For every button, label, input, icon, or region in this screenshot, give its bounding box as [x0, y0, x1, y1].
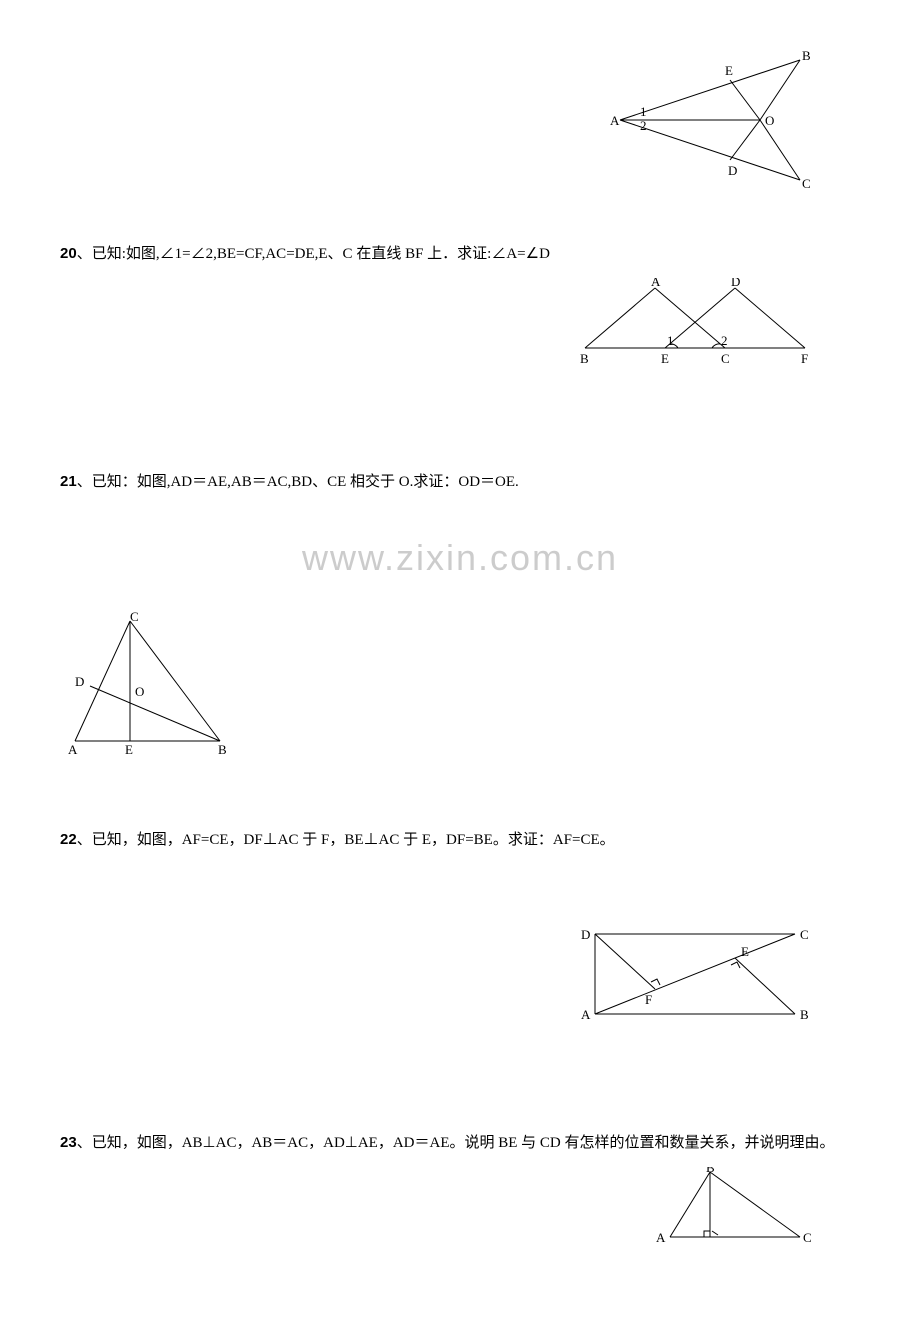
problem-statement: 已知：如图,AD＝AE,AB＝AC,BD、CE 相交于 O.求证：OD＝OE.	[92, 474, 519, 490]
problem-statement: 已知，如图，AF=CE，DF⊥AC 于 F，BE⊥AC 于 E，DF=BE。求证…	[92, 832, 615, 848]
geometry-svg-21: A B E C D O	[60, 611, 240, 756]
figure-23: A B C	[650, 1167, 820, 1257]
label-O: O	[135, 684, 144, 699]
problem-statement: 已知:如图,∠1=∠2,BE=CF,AC=DE,E、C 在直线 BF 上．求证:…	[92, 246, 550, 262]
problem-22-text: 22、已知，如图，AF=CE，DF⊥AC 于 F，BE⊥AC 于 E，DF=BE…	[60, 826, 860, 854]
label-C: C	[803, 1230, 812, 1245]
label-C: C	[802, 176, 811, 191]
label-C: C	[800, 927, 809, 942]
label-B: B	[802, 50, 811, 63]
label-C: C	[721, 351, 730, 366]
label-A: A	[68, 742, 78, 756]
label-angle2: 2	[640, 118, 647, 133]
problem-21: 21、已知：如图,AD＝AE,AB＝AC,BD、CE 相交于 O.求证：OD＝O…	[60, 468, 860, 496]
problem-23-text: 23、已知，如图，AB⊥AC，AB＝AC，AD⊥AE，AD＝AE。说明 BE 与…	[60, 1129, 860, 1157]
label-A: A	[651, 278, 661, 289]
problem-21-text: 21、已知：如图,AD＝AE,AB＝AC,BD、CE 相交于 O.求证：OD＝O…	[60, 468, 860, 496]
problem-number: 22	[60, 831, 77, 848]
geometry-svg-19: A B C D E O 1 2	[610, 50, 820, 200]
label-D: D	[75, 674, 84, 689]
label-F: F	[645, 992, 652, 1007]
figure-20: B E C F A D 1 2	[575, 278, 820, 378]
geometry-svg-23: A B C	[650, 1167, 820, 1247]
label-A: A	[581, 1007, 591, 1022]
label-D: D	[731, 278, 740, 289]
problem-number: 20	[60, 245, 77, 262]
label-B: B	[580, 351, 589, 366]
label-A: A	[656, 1230, 666, 1245]
label-O: O	[765, 113, 774, 128]
label-C: C	[130, 611, 139, 624]
label-A: A	[610, 113, 620, 128]
label-B: B	[800, 1007, 809, 1022]
figure-22: A B C D F E	[575, 924, 820, 1039]
geometry-svg-22: A B C D F E	[575, 924, 820, 1029]
label-angle2: 2	[721, 333, 728, 348]
label-angle1: 1	[667, 333, 674, 348]
problem-statement: 已知，如图，AB⊥AC，AB＝AC，AD⊥AE，AD＝AE。说明 BE 与 CD…	[92, 1135, 835, 1151]
label-D: D	[728, 163, 737, 178]
label-B: B	[706, 1167, 715, 1175]
label-E: E	[125, 742, 133, 756]
problem-20-text: 20、已知:如图,∠1=∠2,BE=CF,AC=DE,E、C 在直线 BF 上．…	[60, 240, 860, 268]
label-D: D	[581, 927, 590, 942]
problem-23: 23、已知，如图，AB⊥AC，AB＝AC，AD⊥AE，AD＝AE。说明 BE 与…	[60, 1129, 860, 1257]
problem-number: 21	[60, 473, 77, 490]
problem-22: 22、已知，如图，AF=CE，DF⊥AC 于 F，BE⊥AC 于 E，DF=BE…	[60, 826, 860, 1039]
geometry-svg-20: B E C F A D 1 2	[575, 278, 820, 368]
problem-19: A B C D E O 1 2	[60, 50, 860, 210]
figure-19: A B C D E O 1 2	[610, 50, 820, 210]
figure-21: A B E C D O	[60, 611, 860, 766]
label-E: E	[741, 944, 749, 959]
label-B: B	[218, 742, 227, 756]
watermark: www.zixin.com.cn	[60, 526, 860, 591]
label-E: E	[725, 63, 733, 78]
label-E: E	[661, 351, 669, 366]
problem-20: 20、已知:如图,∠1=∠2,BE=CF,AC=DE,E、C 在直线 BF 上．…	[60, 240, 860, 378]
label-F: F	[801, 351, 808, 366]
label-angle1: 1	[640, 104, 647, 119]
problem-number: 23	[60, 1134, 77, 1151]
